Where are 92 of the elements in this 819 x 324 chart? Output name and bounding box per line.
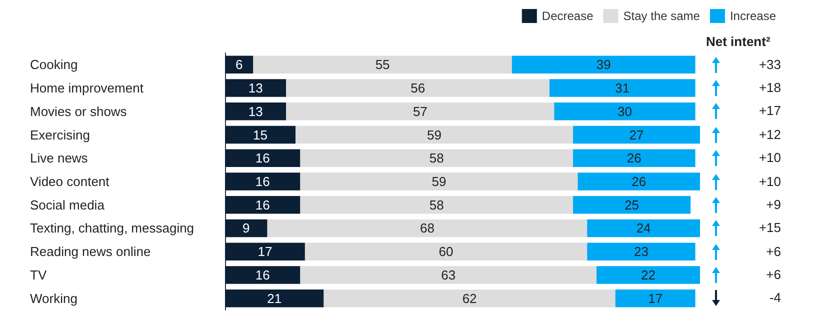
data-label: 16 xyxy=(255,267,270,282)
text: -4 xyxy=(769,290,781,306)
y-tick-label: Live news xyxy=(30,150,88,166)
bar xyxy=(578,172,700,190)
text: +9 xyxy=(766,196,781,212)
bar xyxy=(573,196,691,214)
y-tick-label: TV xyxy=(30,267,47,282)
data-label: 16 xyxy=(255,150,270,166)
data-label: 24 xyxy=(636,220,651,236)
data-label: 27 xyxy=(629,127,644,142)
bar xyxy=(225,149,300,168)
bar xyxy=(596,266,700,284)
bar xyxy=(304,242,588,260)
text: +33 xyxy=(758,56,781,72)
text: +10 xyxy=(758,174,781,188)
y-tick-label: Home improvement xyxy=(30,80,144,96)
bar xyxy=(550,79,696,97)
legend-label: Stay the same xyxy=(623,9,700,23)
bar xyxy=(225,56,254,74)
data-label: 63 xyxy=(441,267,456,282)
y-tick-label: Cooking xyxy=(30,57,78,72)
bar xyxy=(587,219,700,238)
y-tick-label: Social media xyxy=(30,197,106,212)
bar xyxy=(587,242,696,260)
bar xyxy=(225,172,300,190)
bar xyxy=(300,266,597,284)
data-label: 22 xyxy=(641,267,656,282)
data-label: 62 xyxy=(462,290,477,306)
bar xyxy=(573,126,700,144)
legend-label: Decrease xyxy=(542,9,594,23)
bar xyxy=(225,219,268,238)
data-label: 60 xyxy=(438,244,454,260)
y-tick-label: Working xyxy=(30,290,78,306)
data-label: 17 xyxy=(258,244,272,260)
text: +12 xyxy=(758,126,781,142)
y-tick-label: Movies or shows xyxy=(30,104,128,119)
y-tick-label: Reading news online xyxy=(30,244,151,260)
data-label: 13 xyxy=(248,80,263,96)
text: +17 xyxy=(758,103,781,118)
data-label: 59 xyxy=(432,174,446,189)
bar xyxy=(512,56,696,74)
data-label: 17 xyxy=(648,290,663,306)
bar xyxy=(225,79,286,97)
bar xyxy=(267,219,588,238)
data-label: 9 xyxy=(242,220,250,236)
data-label: 31 xyxy=(615,80,630,96)
bar xyxy=(286,102,554,120)
text: Net intent² xyxy=(706,34,770,49)
bar xyxy=(225,266,300,284)
data-label: 56 xyxy=(410,80,426,96)
bar xyxy=(225,196,300,214)
text: +18 xyxy=(758,80,781,96)
bar xyxy=(300,172,578,190)
legend-label: Increase xyxy=(730,9,776,23)
bar xyxy=(615,289,696,308)
data-label: 58 xyxy=(429,197,444,212)
bar xyxy=(225,242,305,260)
bar xyxy=(225,289,324,308)
bar xyxy=(573,149,696,168)
data-label: 30 xyxy=(618,104,632,119)
bar xyxy=(554,102,696,120)
bar xyxy=(324,289,616,308)
data-label: 13 xyxy=(248,104,263,119)
y-tick-label: Texting, chatting, messaging xyxy=(30,220,194,236)
bar xyxy=(253,56,512,74)
data-label: 39 xyxy=(596,57,611,72)
y-tick-label: Exercising xyxy=(30,127,90,142)
text: +6 xyxy=(766,266,781,282)
bar xyxy=(296,126,574,144)
data-label: 16 xyxy=(255,197,270,212)
data-label: 16 xyxy=(255,174,270,189)
data-label: 26 xyxy=(626,150,642,166)
bar xyxy=(300,196,574,214)
data-label: 25 xyxy=(624,197,640,212)
text: +10 xyxy=(758,150,781,166)
data-label: 57 xyxy=(412,104,428,119)
bar xyxy=(286,79,550,97)
data-label: 26 xyxy=(632,174,646,189)
data-label: 21 xyxy=(267,290,282,306)
data-label: 58 xyxy=(429,150,444,166)
data-label: 15 xyxy=(253,127,268,142)
data-label: 68 xyxy=(420,220,434,236)
bar xyxy=(225,126,296,144)
text: +15 xyxy=(758,220,781,236)
data-label: 23 xyxy=(634,244,648,260)
text: +6 xyxy=(766,244,781,259)
data-label: 6 xyxy=(235,57,243,72)
data-label: 59 xyxy=(427,127,442,142)
bar xyxy=(225,102,286,120)
bar xyxy=(300,149,574,168)
data-label: 55 xyxy=(375,57,390,72)
y-tick-label: Video content xyxy=(30,174,110,189)
